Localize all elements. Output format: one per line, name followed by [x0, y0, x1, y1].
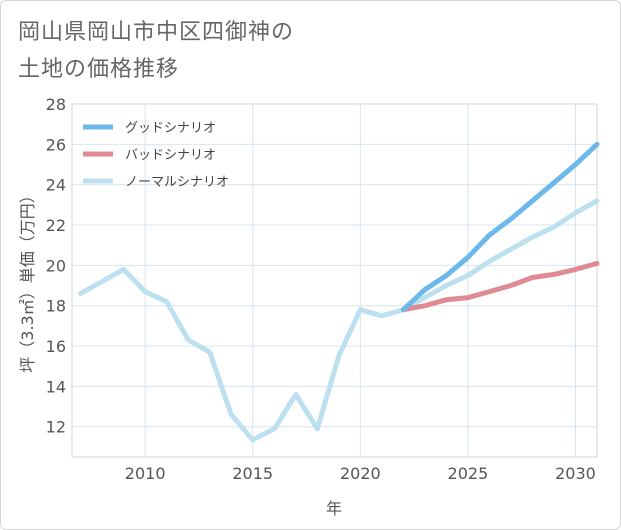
- x-tick-labels: 2010 2015 2020 2025 2030: [125, 464, 596, 483]
- y-tick-label: 18: [46, 297, 66, 316]
- grid-lines: [72, 103, 597, 457]
- y-tick-label: 28: [46, 95, 66, 114]
- legend-label: ノーマルシナリオ: [125, 175, 229, 190]
- y-tick-label: 16: [46, 337, 66, 356]
- x-tick-label: 2010: [125, 464, 166, 483]
- plot-area: [71, 103, 598, 458]
- x-tick-label: 2015: [232, 464, 273, 483]
- chart-title-line1: 岡山県岡山市中区四御神の: [18, 20, 295, 45]
- chart-title: 岡山県岡山市中区四御神の 土地の価格推移: [18, 14, 294, 88]
- x-tick-label: 2020: [340, 464, 381, 483]
- y-tick-label: 22: [46, 216, 66, 235]
- x-axis-label: 年: [326, 499, 342, 518]
- x-tick-label: 2030: [555, 464, 596, 483]
- y-tick-label: 14: [46, 377, 66, 396]
- y-tick-labels: 12 14 16 18 20 22 24 26 28: [46, 95, 66, 437]
- y-tick-label: 26: [46, 135, 66, 154]
- y-tick-label: 20: [46, 256, 66, 275]
- series-line: [400, 260, 600, 313]
- series-line: [78, 198, 600, 443]
- legend-label: グッドシナリオ: [125, 121, 216, 136]
- series-lines: [78, 141, 600, 443]
- chart-title-line2: 土地の価格推移: [18, 57, 180, 82]
- legend-label: バッドシナリオ: [125, 148, 216, 163]
- y-tick-label: 24: [46, 176, 66, 195]
- y-tick-label: 12: [46, 418, 66, 437]
- series-line: [400, 141, 600, 313]
- y-axis-label: 坪（3.3㎡）単価（万円）: [18, 187, 37, 372]
- x-tick-label: 2025: [448, 464, 489, 483]
